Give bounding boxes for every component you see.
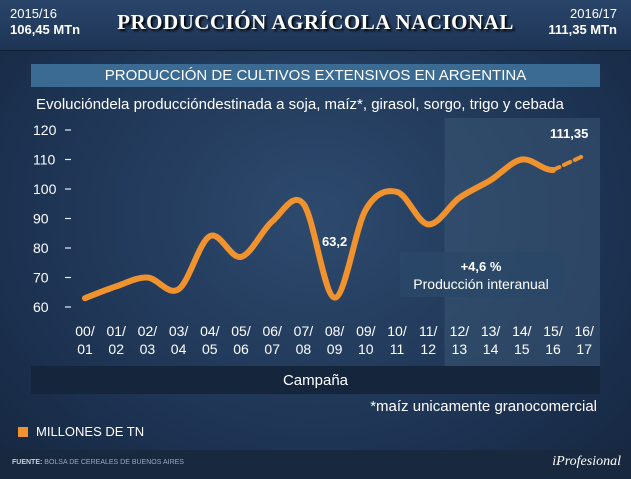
- legend-label: MILLONES DE TN: [36, 424, 145, 439]
- annotation-value: +4,6 %: [461, 259, 502, 274]
- x-tick-label: 13/14: [481, 323, 501, 357]
- y-tick-label: 100: [33, 181, 57, 197]
- y-tick-label: 90: [33, 211, 49, 227]
- x-tick-label: 04/05: [200, 323, 220, 357]
- chart-title-bar: PRODUCCIÓN DE CULTIVOS EXTENSIVOS EN ARG…: [31, 64, 600, 87]
- projection-line: [551, 153, 587, 172]
- stat-2016-17: 2016/17 111,35 MTn: [548, 6, 617, 38]
- stat-left-season: 2015/16: [10, 6, 57, 21]
- y-tick-label: 80: [33, 240, 49, 256]
- data-label-min: 63,2: [322, 234, 347, 249]
- x-tick-label: 15/16: [543, 323, 563, 357]
- source-text: BOLSA DE CEREALES DE BUENOS AIRES: [44, 459, 184, 466]
- x-tick-label: 02/03: [138, 323, 158, 357]
- source-note: FUENTE: BOLSA DE CEREALES DE BUENOS AIRE…: [12, 459, 184, 466]
- x-tick-label: 16/17: [574, 323, 594, 357]
- chart-subtitle: Evolucióndela produccióndestinada a soja…: [36, 96, 564, 113]
- x-tick-label: 00/01: [75, 323, 95, 357]
- legend-swatch: [18, 427, 28, 437]
- x-tick-label: 08/09: [325, 323, 345, 357]
- stat-right-value: 111,35 MTn: [548, 22, 617, 37]
- footer-bar: FUENTE: BOLSA DE CEREALES DE BUENOS AIRE…: [0, 450, 631, 479]
- source-label: FUENTE:: [12, 459, 43, 466]
- y-tick-label: 60: [33, 299, 49, 315]
- stat-left-value: 106,45 MTn: [10, 22, 81, 37]
- x-tick-label: 06/07: [262, 323, 282, 357]
- x-tick-label: 14/15: [512, 323, 532, 357]
- x-tick-label: 01/02: [106, 323, 126, 357]
- chart-title: PRODUCCIÓN DE CULTIVOS EXTENSIVOS EN ARG…: [104, 67, 527, 84]
- stat-2015-16: 2015/16 106,45 MTn: [10, 6, 80, 38]
- x-tick-label: 10/11: [387, 323, 407, 357]
- series-line: [82, 156, 556, 302]
- data-label-last: 111,35: [550, 126, 588, 141]
- footnote: *maíz unicamente granocomercial: [370, 398, 597, 415]
- y-tick-label: 110: [33, 152, 56, 168]
- header-bar: 2015/16 106,45 MTn PRODUCCIÓN AGRÍCOLA N…: [0, 0, 631, 51]
- x-tick-label: 03/04: [169, 323, 189, 357]
- y-tick-label: 70: [33, 270, 49, 286]
- stat-right-season: 2016/17: [570, 6, 617, 21]
- x-tick-label: 07/08: [294, 323, 314, 357]
- x-tick-label: 05/06: [231, 323, 251, 357]
- page-title: PRODUCCIÓN AGRÍCOLA NACIONAL: [117, 10, 514, 34]
- annotation-text: Producción interanual: [413, 276, 548, 292]
- brand-logo: iProfesional: [552, 454, 621, 469]
- x-axis-title-bar: Campaña: [31, 366, 600, 394]
- annotation-box: [400, 252, 563, 297]
- x-tick-label: 12/13: [450, 323, 470, 357]
- x-tick-label: 11/12: [419, 323, 438, 357]
- y-tick-label: 120: [33, 122, 57, 138]
- x-axis-title: Campaña: [282, 372, 349, 389]
- x-tick-label: 09/10: [356, 323, 376, 357]
